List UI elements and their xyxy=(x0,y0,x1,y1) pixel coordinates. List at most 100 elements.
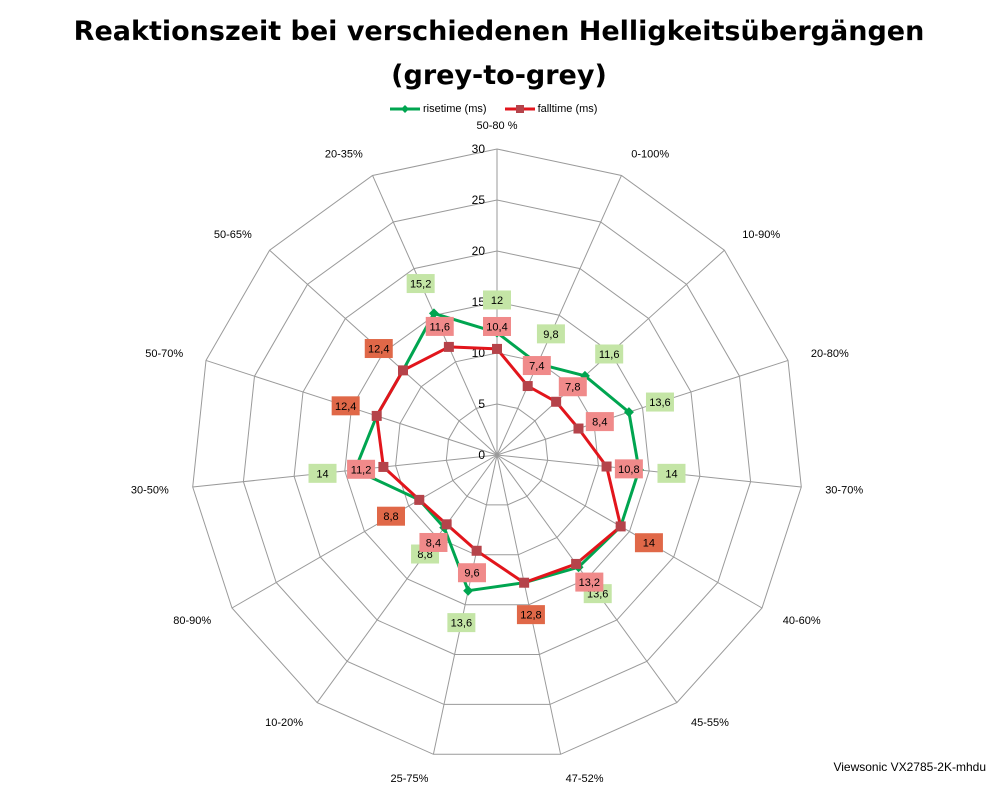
data-label-box xyxy=(522,356,551,376)
grid-spoke xyxy=(496,454,562,755)
data-label-box xyxy=(308,463,337,483)
grid-spoke xyxy=(432,454,498,755)
grid-spoke xyxy=(496,454,763,609)
legend-item-falltime: falltime (ms) xyxy=(504,103,597,115)
series-point-falltime xyxy=(371,410,382,421)
grid-spoke xyxy=(496,359,789,456)
data-label: 11,2 xyxy=(351,464,372,476)
risetime-legend-marker-icon xyxy=(390,105,420,113)
data-label-box xyxy=(536,324,565,344)
data-label: 10,4 xyxy=(486,321,507,333)
category-label: 40-60% xyxy=(783,615,821,627)
series-point-falltime xyxy=(443,341,454,352)
data-label: 12,8 xyxy=(520,610,541,622)
data-label: 12 xyxy=(491,295,503,307)
grid-spoke xyxy=(192,454,498,488)
data-label-box xyxy=(657,463,686,483)
category-label: 20-80% xyxy=(811,348,849,360)
data-label: 8,8 xyxy=(417,549,432,561)
data-label: 14 xyxy=(643,538,655,550)
series-point-risetime xyxy=(463,585,474,596)
data-label: 12,4 xyxy=(368,344,389,356)
category-label: 30-50% xyxy=(131,484,169,496)
data-label-box xyxy=(457,563,486,583)
data-label-box xyxy=(645,392,674,412)
series-point-falltime xyxy=(573,423,584,434)
series-point-risetime xyxy=(623,407,634,418)
axis-tick-label: 30 xyxy=(472,142,486,156)
grid-spoke xyxy=(231,454,498,609)
series-point-falltime xyxy=(601,461,612,472)
chart-legend: risetime (ms) falltime (ms) xyxy=(390,101,615,117)
axis-tick-label: 5 xyxy=(478,397,485,411)
data-label: 11,6 xyxy=(429,321,450,333)
axis-tick-label: 20 xyxy=(472,244,486,258)
data-label-box xyxy=(425,316,454,336)
data-label: 7,4 xyxy=(529,361,544,373)
grid-ring xyxy=(445,403,549,506)
series-point-falltime xyxy=(522,381,533,392)
grid-spoke xyxy=(496,454,802,488)
chart-title-line-1: Reaktionszeit bei verschiedenen Helligke… xyxy=(73,16,925,47)
data-label: 14 xyxy=(316,468,328,480)
data-label-box xyxy=(447,613,476,633)
axis-tick-label: 0 xyxy=(478,448,485,462)
series-point-falltime xyxy=(551,396,562,407)
data-label: 13,6 xyxy=(451,618,472,630)
data-label: 9,8 xyxy=(543,329,558,341)
series-point-falltime xyxy=(378,461,389,472)
data-label-box xyxy=(419,532,448,552)
data-label: 8,4 xyxy=(592,417,607,429)
category-label: 10-20% xyxy=(265,717,303,729)
series-point-falltime xyxy=(398,365,409,376)
axis-tick-label: 25 xyxy=(472,193,486,207)
data-label: 14 xyxy=(665,468,677,480)
grid-ring xyxy=(344,301,650,606)
category-label: 45-55% xyxy=(691,717,729,729)
category-label: 20-35% xyxy=(325,149,363,161)
series-point-falltime xyxy=(471,545,482,556)
data-label-box xyxy=(558,377,587,397)
grid-spoke xyxy=(496,175,622,456)
chart-title: Reaktionszeit bei verschiedenen Helligke… xyxy=(0,10,998,98)
category-label: 47-52% xyxy=(566,773,604,785)
category-label: 10-90% xyxy=(742,229,780,241)
falltime-legend-marker-icon xyxy=(504,105,535,113)
grid-ring xyxy=(293,250,701,655)
series-point-falltime xyxy=(571,558,582,569)
data-label-box xyxy=(347,459,376,479)
data-label-box xyxy=(331,396,360,416)
grid-ring xyxy=(395,352,599,556)
chart-title-line-2: (grey-to-grey) xyxy=(391,60,607,91)
data-label: 13,2 xyxy=(579,577,600,589)
data-label-box xyxy=(406,274,435,294)
data-label-box xyxy=(364,339,393,359)
data-label: 12,4 xyxy=(335,401,356,413)
category-label: 0-100% xyxy=(631,149,669,161)
data-label: 11,6 xyxy=(599,349,620,361)
category-label: 50-80 % xyxy=(477,120,518,132)
data-label: 15,2 xyxy=(410,279,431,291)
category-label: 25-75% xyxy=(390,773,428,785)
chart-footer-note: Viewsonic VX2785-2K-mhdu xyxy=(833,760,986,774)
data-label: 8,4 xyxy=(426,537,441,549)
data-label: 10,8 xyxy=(618,464,639,476)
data-label-box xyxy=(483,290,511,310)
series-point-falltime xyxy=(492,343,502,354)
data-label-box xyxy=(585,412,614,432)
data-label: 9,6 xyxy=(464,568,479,580)
axis-tick-label: 15 xyxy=(472,295,486,309)
data-label: 8,8 xyxy=(383,511,398,523)
category-label: 50-70% xyxy=(145,348,183,360)
data-label-box xyxy=(516,605,545,625)
series-point-risetime xyxy=(428,308,439,319)
series-point-falltime xyxy=(414,494,425,505)
legend-item-risetime: risetime (ms) xyxy=(390,103,487,115)
series-line-1 xyxy=(375,345,623,585)
series-point-falltime xyxy=(519,577,530,588)
grid-ring xyxy=(192,148,802,755)
series-point-falltime xyxy=(615,521,626,532)
data-label-box xyxy=(595,344,624,364)
grid-spoke xyxy=(316,454,498,703)
